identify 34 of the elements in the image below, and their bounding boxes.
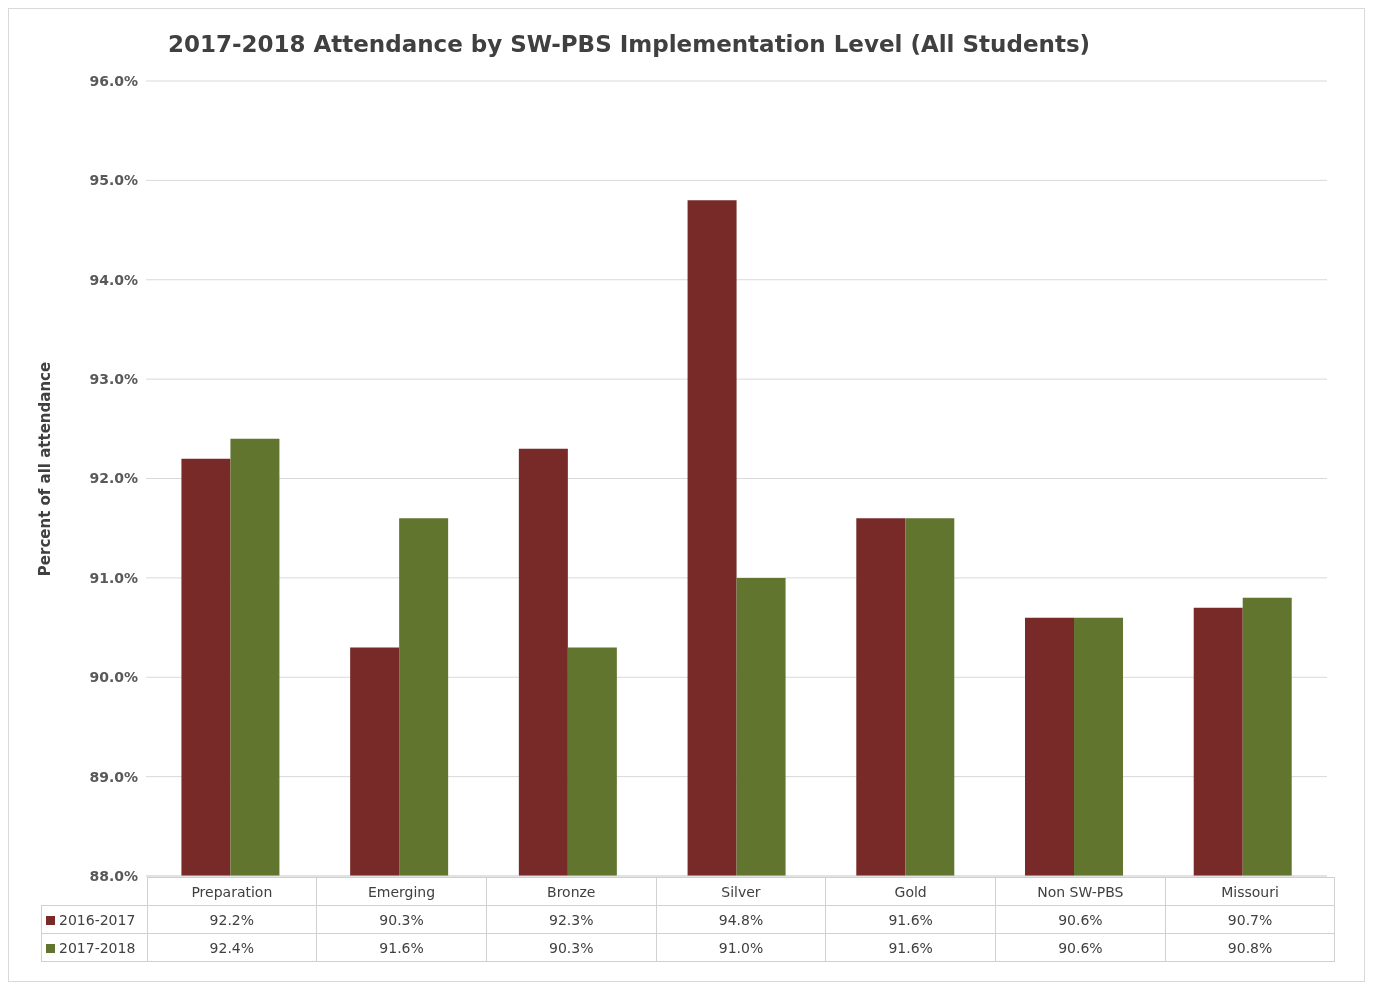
data-label: 90.3%: [486, 933, 657, 962]
x-tick-label: Bronze: [486, 877, 657, 906]
legend-label: 2017-2018: [41, 933, 147, 962]
x-tick-label: Missouri: [1165, 877, 1335, 906]
y-tick-label: 88.0%: [89, 867, 138, 884]
chart-title: 2017-2018 Attendance by SW-PBS Implementation Level (All Students): [166, 31, 1092, 57]
data-label: 90.6%: [995, 905, 1166, 934]
y-tick-label: 95.0%: [89, 172, 138, 189]
x-tick-label: Preparation: [147, 877, 317, 906]
x-tick-label: Emerging: [316, 877, 487, 906]
x-tick-label: Non SW-PBS: [995, 877, 1166, 906]
y-tick-label: 89.0%: [89, 768, 138, 785]
data-label: 91.6%: [825, 933, 996, 962]
data-label: 91.6%: [316, 933, 487, 962]
y-axis-title: Percent of all attendance: [36, 361, 54, 577]
data-label: 91.6%: [825, 905, 996, 934]
y-tick-label: 93.0%: [89, 371, 138, 388]
data-label: 91.0%: [656, 933, 826, 962]
y-tick-label: 90.0%: [89, 669, 138, 686]
y-tick-label: 91.0%: [89, 569, 138, 586]
y-tick-label: 92.0%: [89, 470, 138, 487]
y-tick-label: 96.0%: [89, 72, 138, 89]
data-label: 92.3%: [486, 905, 657, 934]
y-tick-label: 94.0%: [89, 271, 138, 288]
data-label: 94.8%: [656, 905, 826, 934]
x-tick-label: Gold: [825, 877, 996, 906]
legend-label: 2016-2017: [41, 905, 147, 934]
data-label: 90.8%: [1165, 933, 1335, 962]
data-label: 90.6%: [995, 933, 1166, 962]
data-label: 92.2%: [147, 905, 317, 934]
data-label: 92.4%: [147, 933, 317, 962]
data-label: 90.7%: [1165, 905, 1335, 934]
data-label: 90.3%: [316, 905, 487, 934]
x-tick-label: Silver: [656, 877, 826, 906]
